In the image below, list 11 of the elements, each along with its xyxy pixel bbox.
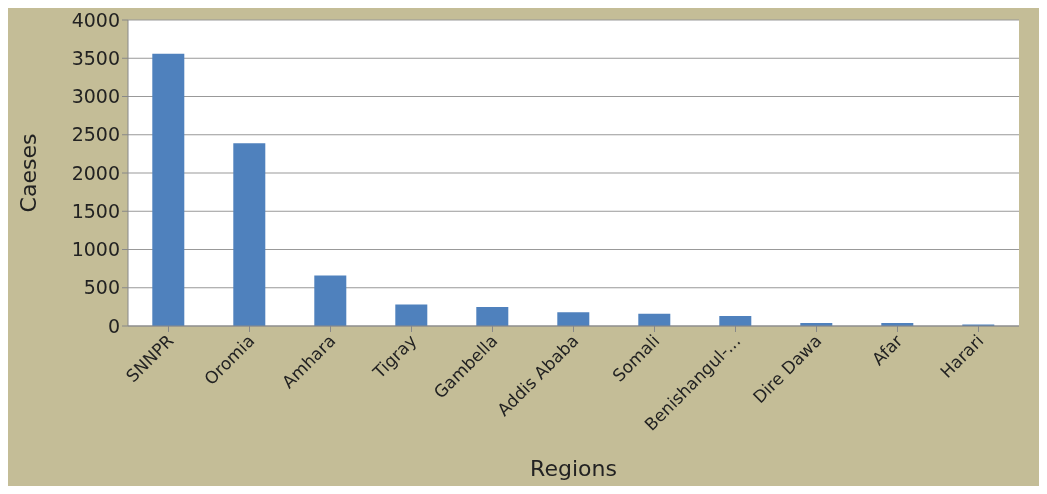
y-tick-label: 2500	[71, 123, 120, 146]
y-tick-label: 2000	[71, 161, 120, 184]
y-tick-label: 4000	[71, 8, 120, 31]
x-axis-title: Regions	[530, 456, 617, 481]
y-tick-label: 0	[107, 314, 120, 337]
y-tick-label: 500	[83, 276, 120, 299]
y-tick-label: 3000	[71, 85, 120, 108]
y-axis-title: Caeses	[15, 133, 41, 213]
y-tick-label: 1500	[71, 199, 120, 222]
y-tick-label: 1000	[71, 238, 120, 261]
y-tick-label: 3500	[71, 46, 120, 69]
